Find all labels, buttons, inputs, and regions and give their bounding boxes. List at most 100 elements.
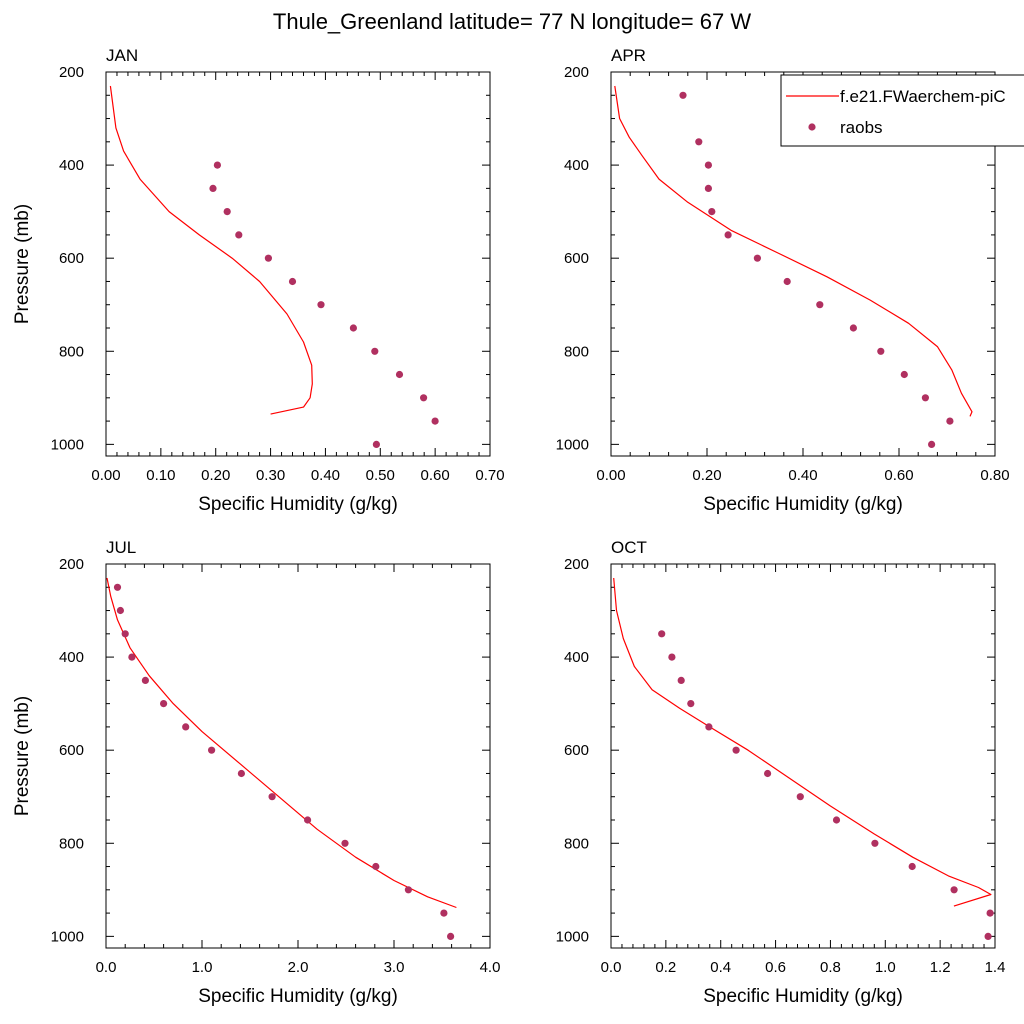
obs-point xyxy=(182,723,190,731)
obs-point xyxy=(440,909,448,917)
obs-point xyxy=(946,417,954,425)
x-tick-label: 0.60 xyxy=(421,467,450,484)
obs-point xyxy=(783,277,791,286)
model-line xyxy=(109,85,313,415)
legend-marker-swatch xyxy=(808,123,816,131)
obs-point xyxy=(208,746,216,754)
panels: JAN 0.00 0.10 0.20 0.30 0.40 0.50 0.60 0.70 200 40… xyxy=(12,46,1024,1007)
obs-point xyxy=(223,208,231,216)
y-tick-label: 600 xyxy=(564,250,589,267)
obs-point xyxy=(371,347,379,355)
panel-label: JAN xyxy=(106,46,138,65)
obs-point xyxy=(658,630,666,638)
obs-point xyxy=(984,932,992,941)
x-axis-label: Specific Humidity (g/kg) xyxy=(198,494,398,515)
model-line xyxy=(106,577,457,909)
x-axis-label: Specific Humidity (g/kg) xyxy=(198,986,398,1007)
panel-label: APR xyxy=(611,46,646,65)
legend-model-label: f.e21.FWaerchem-piC xyxy=(840,87,1006,106)
x-tick-label: 0.50 xyxy=(366,467,395,484)
obs-point xyxy=(128,653,136,661)
obs-point xyxy=(849,324,858,332)
x-tick-label: 1.0 xyxy=(875,959,896,976)
x-tick-label: 0.40 xyxy=(311,467,340,484)
x-axis-label: Specific Humidity (g/kg) xyxy=(703,986,903,1007)
obs-point xyxy=(209,184,217,192)
chart-title: Thule_Greenland latitude= 77 N longitude… xyxy=(273,9,751,34)
x-tick-label: 0.0 xyxy=(601,959,622,976)
obs-point xyxy=(431,417,439,425)
x-tick-label: 0.4 xyxy=(710,959,731,976)
obs-point xyxy=(349,324,357,332)
y-tick-label: 800 xyxy=(59,835,84,852)
legend: f.e21.FWaerchem-piC raobs xyxy=(780,74,1024,147)
obs-point xyxy=(372,862,380,871)
y-tick-label: 600 xyxy=(59,742,84,759)
y-tick-label: 1000 xyxy=(556,928,589,945)
y-tick-label: 800 xyxy=(564,835,589,852)
x-tick-label: 3.0 xyxy=(384,959,405,976)
obs-point xyxy=(705,723,713,731)
obs-point xyxy=(986,909,994,917)
x-tick-label: 2.0 xyxy=(288,959,309,976)
obs-point xyxy=(160,700,168,708)
y-tick-label: 1000 xyxy=(556,436,589,453)
legend-box xyxy=(780,74,1024,147)
obs-point xyxy=(732,746,740,754)
plot-frame xyxy=(105,563,491,949)
obs-point xyxy=(677,676,685,685)
obs-point xyxy=(704,184,713,192)
obs-point xyxy=(304,816,312,824)
model-line xyxy=(613,577,992,907)
x-tick-label: 1.2 xyxy=(930,959,951,976)
x-tick-label: 0.10 xyxy=(146,467,175,484)
obs-point xyxy=(395,370,404,379)
obs-point xyxy=(908,862,916,871)
model-line xyxy=(614,85,973,417)
x-tick-label: 0.6 xyxy=(765,959,786,976)
plot-frame xyxy=(105,71,491,457)
x-tick-label: 0.70 xyxy=(475,467,504,484)
obs-point xyxy=(668,653,676,661)
obs-point xyxy=(288,277,297,286)
obs-point xyxy=(264,254,272,262)
obs-point xyxy=(724,231,732,239)
x-tick-label: 0.60 xyxy=(884,467,913,484)
x-tick-label: 0.30 xyxy=(256,467,285,484)
obs-point xyxy=(341,839,349,847)
x-axis-label: Specific Humidity (g/kg) xyxy=(703,494,903,515)
obs-point xyxy=(704,161,713,169)
obs-point xyxy=(420,394,428,402)
obs-point xyxy=(679,91,687,99)
panel-jul: JUL 0.0 1.0 2.0 3.0 4.0 200 400 600 800 1000 Specif… xyxy=(12,538,500,1007)
x-tick-label: 1.0 xyxy=(192,959,213,976)
panel-label: OCT xyxy=(611,538,647,557)
obs-point xyxy=(113,583,122,591)
x-tick-label: 1.4 xyxy=(985,959,1006,976)
obs-point xyxy=(871,839,879,847)
legend-obs-label: raobs xyxy=(840,118,883,137)
obs-point xyxy=(404,886,412,894)
y-tick-label: 1000 xyxy=(51,436,84,453)
y-axis-label: Pressure (mb) xyxy=(12,696,33,816)
plot-data xyxy=(614,85,973,448)
x-tick-label: 0.20 xyxy=(201,467,230,484)
obs-point xyxy=(141,676,149,685)
y-tick-label: 200 xyxy=(59,556,84,573)
obs-point xyxy=(764,769,772,778)
obs-point xyxy=(237,769,245,778)
obs-point xyxy=(832,816,841,824)
obs-point xyxy=(116,606,124,615)
obs-point xyxy=(796,793,804,801)
x-tick-label: 0.0 xyxy=(96,959,117,976)
y-tick-label: 200 xyxy=(564,556,589,573)
panel-label: JUL xyxy=(106,538,136,557)
x-tick-label: 0.20 xyxy=(692,467,721,484)
y-tick-label: 400 xyxy=(564,157,589,174)
y-tick-label: 800 xyxy=(59,343,84,360)
obs-point xyxy=(447,932,455,941)
obs-point xyxy=(687,700,695,708)
y-tick-label: 200 xyxy=(564,64,589,81)
y-tick-label: 800 xyxy=(564,343,589,360)
obs-point xyxy=(268,793,276,801)
